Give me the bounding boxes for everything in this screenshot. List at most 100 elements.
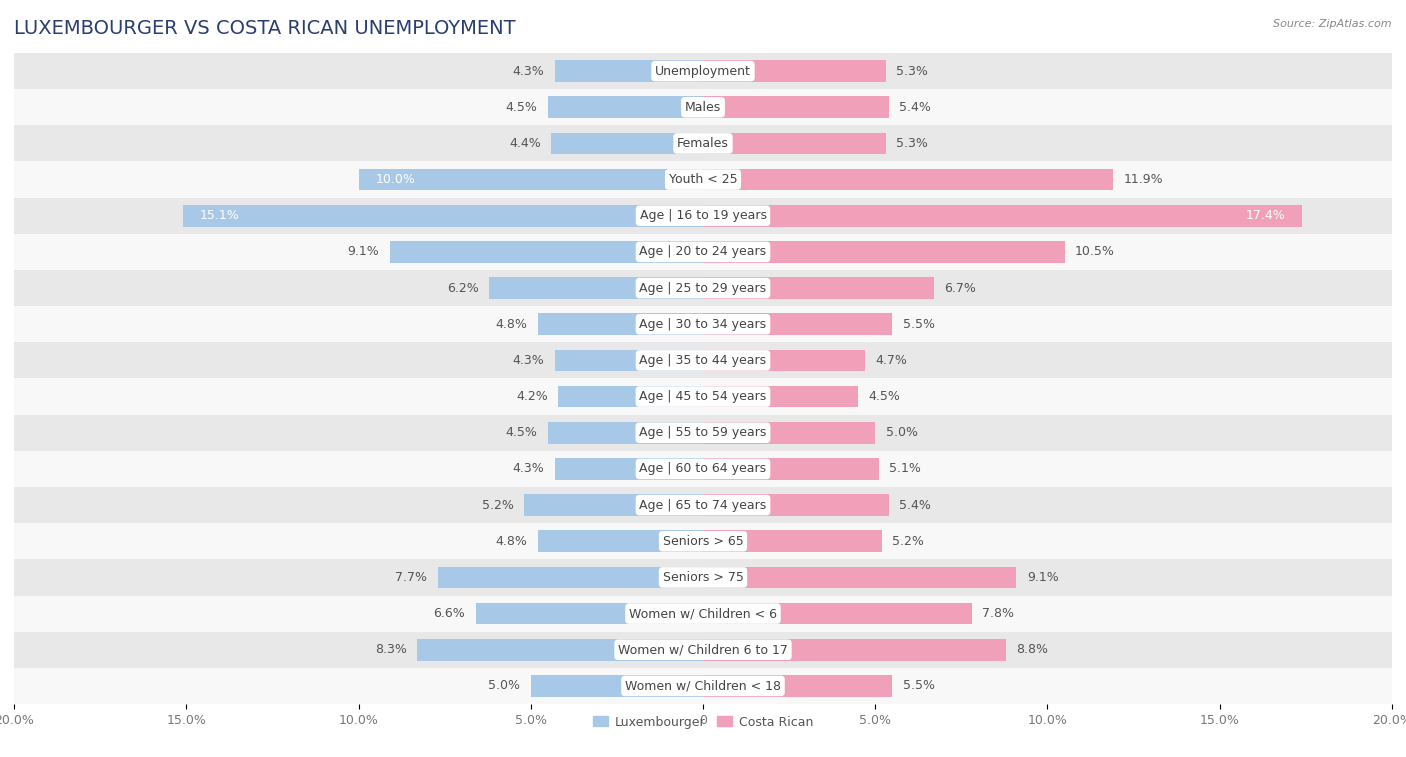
Bar: [703, 132, 886, 154]
Text: 5.0%: 5.0%: [886, 426, 918, 439]
Text: Age | 60 to 64 years: Age | 60 to 64 years: [640, 463, 766, 475]
Text: Females: Females: [678, 137, 728, 150]
Bar: [555, 458, 703, 480]
Text: 10.0%: 10.0%: [375, 173, 416, 186]
Text: LUXEMBOURGER VS COSTA RICAN UNEMPLOYMENT: LUXEMBOURGER VS COSTA RICAN UNEMPLOYMENT: [14, 18, 516, 38]
Bar: [14, 631, 1392, 668]
Bar: [14, 306, 1392, 342]
Text: 4.3%: 4.3%: [513, 64, 544, 77]
Text: 5.5%: 5.5%: [903, 680, 935, 693]
Bar: [703, 169, 1114, 191]
Text: 5.3%: 5.3%: [896, 137, 928, 150]
Bar: [703, 639, 1007, 661]
Text: 4.7%: 4.7%: [875, 354, 907, 367]
Bar: [14, 451, 1392, 487]
Bar: [14, 487, 1392, 523]
Bar: [703, 96, 889, 118]
Bar: [183, 205, 703, 226]
Text: Age | 20 to 24 years: Age | 20 to 24 years: [640, 245, 766, 258]
Bar: [703, 603, 972, 625]
Bar: [703, 313, 893, 335]
Bar: [14, 559, 1392, 596]
Text: Youth < 25: Youth < 25: [669, 173, 737, 186]
Text: 4.3%: 4.3%: [513, 354, 544, 367]
Bar: [531, 675, 703, 696]
Bar: [703, 566, 1017, 588]
Bar: [14, 342, 1392, 378]
Bar: [548, 422, 703, 444]
Bar: [14, 415, 1392, 451]
Text: 4.4%: 4.4%: [509, 137, 541, 150]
Bar: [537, 531, 703, 552]
Bar: [551, 132, 703, 154]
Text: 4.2%: 4.2%: [516, 390, 548, 403]
Text: 4.8%: 4.8%: [495, 534, 527, 548]
Text: Women w/ Children 6 to 17: Women w/ Children 6 to 17: [619, 643, 787, 656]
Text: Age | 65 to 74 years: Age | 65 to 74 years: [640, 499, 766, 512]
Bar: [703, 350, 865, 371]
Text: Unemployment: Unemployment: [655, 64, 751, 77]
Bar: [14, 89, 1392, 126]
Bar: [475, 603, 703, 625]
Text: 4.5%: 4.5%: [869, 390, 900, 403]
Text: 4.5%: 4.5%: [506, 101, 537, 114]
Bar: [489, 277, 703, 299]
Text: Age | 45 to 54 years: Age | 45 to 54 years: [640, 390, 766, 403]
Bar: [14, 378, 1392, 415]
Bar: [14, 270, 1392, 306]
Bar: [14, 668, 1392, 704]
Bar: [389, 241, 703, 263]
Text: Seniors > 75: Seniors > 75: [662, 571, 744, 584]
Text: 15.1%: 15.1%: [200, 209, 240, 223]
Bar: [703, 205, 1302, 226]
Text: Seniors > 65: Seniors > 65: [662, 534, 744, 548]
Text: 11.9%: 11.9%: [1123, 173, 1163, 186]
Bar: [703, 61, 886, 82]
Text: 5.0%: 5.0%: [488, 680, 520, 693]
Text: 5.2%: 5.2%: [482, 499, 513, 512]
Text: 4.3%: 4.3%: [513, 463, 544, 475]
Text: 4.8%: 4.8%: [495, 318, 527, 331]
Text: Age | 16 to 19 years: Age | 16 to 19 years: [640, 209, 766, 223]
Text: 5.2%: 5.2%: [893, 534, 924, 548]
Bar: [548, 96, 703, 118]
Text: 4.5%: 4.5%: [506, 426, 537, 439]
Text: Males: Males: [685, 101, 721, 114]
Bar: [703, 531, 882, 552]
Bar: [359, 169, 703, 191]
Bar: [14, 53, 1392, 89]
Text: 5.5%: 5.5%: [903, 318, 935, 331]
Text: Age | 25 to 29 years: Age | 25 to 29 years: [640, 282, 766, 294]
Bar: [14, 234, 1392, 270]
Bar: [703, 675, 893, 696]
Bar: [14, 198, 1392, 234]
Text: 8.3%: 8.3%: [375, 643, 406, 656]
Text: Women w/ Children < 6: Women w/ Children < 6: [628, 607, 778, 620]
Bar: [703, 277, 934, 299]
Bar: [14, 161, 1392, 198]
Text: 7.8%: 7.8%: [981, 607, 1014, 620]
Bar: [703, 386, 858, 407]
Bar: [14, 126, 1392, 161]
Text: 7.7%: 7.7%: [395, 571, 427, 584]
Bar: [703, 458, 879, 480]
Text: Women w/ Children < 18: Women w/ Children < 18: [626, 680, 780, 693]
Text: Source: ZipAtlas.com: Source: ZipAtlas.com: [1274, 19, 1392, 29]
Bar: [703, 422, 875, 444]
Text: 9.1%: 9.1%: [1026, 571, 1059, 584]
Text: Age | 55 to 59 years: Age | 55 to 59 years: [640, 426, 766, 439]
Text: 17.4%: 17.4%: [1246, 209, 1285, 223]
Text: 6.7%: 6.7%: [945, 282, 976, 294]
Text: Age | 35 to 44 years: Age | 35 to 44 years: [640, 354, 766, 367]
Text: 5.1%: 5.1%: [889, 463, 921, 475]
Bar: [555, 61, 703, 82]
Text: 5.4%: 5.4%: [900, 101, 931, 114]
Bar: [558, 386, 703, 407]
Bar: [437, 566, 703, 588]
Bar: [418, 639, 703, 661]
Text: 5.4%: 5.4%: [900, 499, 931, 512]
Bar: [14, 523, 1392, 559]
Text: Age | 30 to 34 years: Age | 30 to 34 years: [640, 318, 766, 331]
Text: 9.1%: 9.1%: [347, 245, 380, 258]
Bar: [703, 494, 889, 516]
